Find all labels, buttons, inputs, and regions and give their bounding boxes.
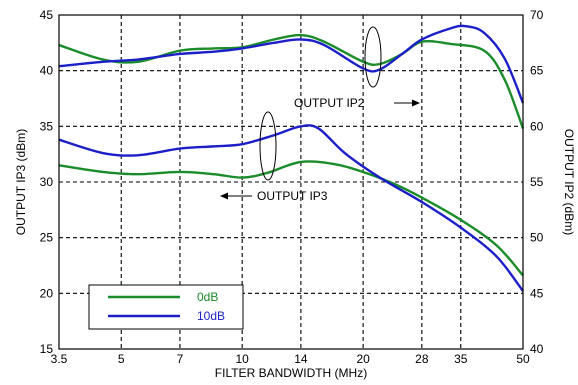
x-tick-label-4: 14	[294, 352, 308, 366]
y2-tick-label-6: 70	[530, 8, 544, 22]
x-tick-label-1: 5	[118, 352, 125, 366]
x-tick-label-0: 3.5	[51, 352, 68, 366]
y-tick-label-2: 25	[40, 231, 54, 245]
legend: 0dB 10dB	[88, 284, 244, 330]
y2-tick-label-1: 45	[530, 286, 544, 300]
ip2-ellipse	[364, 26, 382, 88]
x-tick-label-3: 10	[235, 352, 249, 366]
x-tick-label-7: 35	[454, 352, 468, 366]
ip3-ellipse	[259, 111, 277, 181]
legend-label-1: 10dB	[197, 309, 225, 323]
y-tick-label-0: 15	[40, 342, 54, 356]
x-tick-label-5: 20	[356, 352, 370, 366]
series-lines	[58, 24, 525, 292]
y2-tick-label-3: 55	[530, 175, 544, 189]
ip3-annotation: OUTPUT IP3	[220, 111, 328, 203]
ip2-annotation: OUTPUT IP2	[294, 26, 420, 110]
ip3-arrowhead	[220, 192, 228, 200]
ip2-arrowhead	[412, 99, 420, 107]
x-tick-labels: 3.5 5 7 10 14 20 28 35 50	[51, 352, 530, 366]
x-tick-label-6: 28	[415, 352, 429, 366]
y-axis-title: OUTPUT IP3 (dBm)	[14, 129, 28, 235]
y-tick-label-6: 45	[40, 8, 54, 22]
y2-tick-label-5: 65	[530, 64, 544, 78]
ip2-label: OUTPUT IP2	[294, 96, 365, 110]
x-axis-title: FILTER BANDWIDTH (MHz)	[215, 366, 367, 380]
x-tick-label-2: 7	[177, 352, 184, 366]
y-tick-label-5: 40	[40, 64, 54, 78]
series-1-ip2-line	[58, 24, 525, 104]
grid	[59, 15, 523, 349]
y2-tick-label-0: 40	[530, 342, 544, 356]
series-0-ip2-line	[58, 33, 525, 129]
legend-label-0: 0dB	[197, 290, 218, 304]
series-0-ip3-line	[58, 160, 524, 277]
legend-box	[88, 284, 244, 330]
y-tick-labels: 15 20 25 30 35 40 45	[40, 8, 54, 356]
x-tick-label-8: 50	[516, 352, 530, 366]
series-1-ip3-line	[58, 124, 524, 292]
y-tick-label-1: 20	[40, 286, 54, 300]
y2-tick-label-4: 60	[530, 119, 544, 133]
y-tick-label-3: 30	[40, 175, 54, 189]
y2-tick-label-2: 50	[530, 231, 544, 245]
plot-frame	[58, 14, 524, 350]
y-tick-label-4: 35	[40, 119, 54, 133]
ip3-label: OUTPUT IP3	[257, 189, 328, 203]
y2-axis-title: OUTPUT IP2 (dBm)	[562, 129, 576, 235]
y2-tick-labels: 40 45 50 55 60 65 70	[530, 8, 544, 356]
